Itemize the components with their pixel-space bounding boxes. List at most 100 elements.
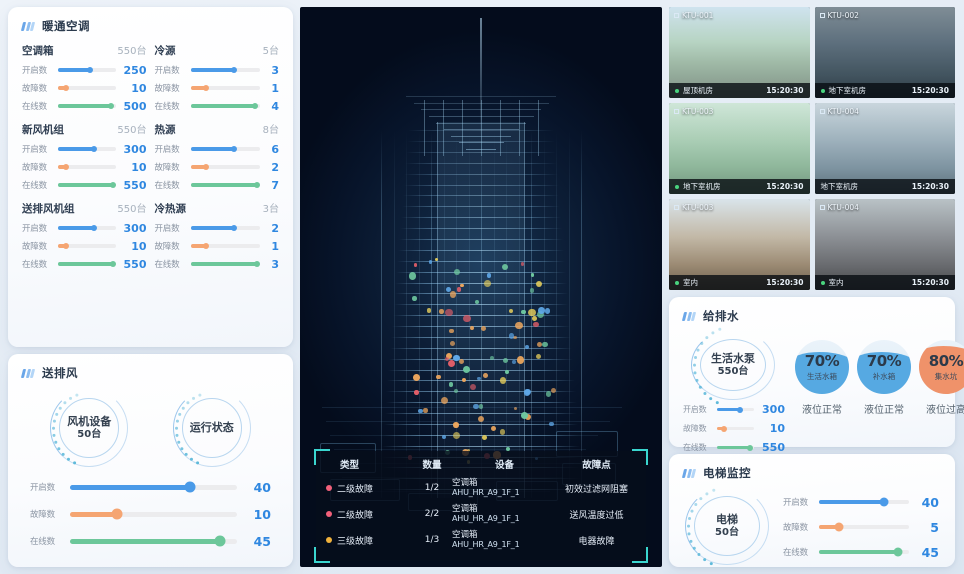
hvac-group-total: 550台 — [117, 121, 146, 136]
sensor-dot — [445, 357, 449, 361]
metric-slider-knob[interactable] — [185, 482, 196, 493]
metric-label: 在线数 — [155, 100, 186, 112]
metric-slider[interactable] — [819, 525, 909, 530]
metric-slider-knob[interactable] — [254, 261, 260, 267]
metric-slider-fill — [191, 147, 234, 151]
metric-value: 300 — [121, 143, 147, 156]
metric-slider[interactable] — [58, 86, 116, 90]
metric-slider[interactable] — [717, 408, 754, 412]
metric-slider-knob[interactable] — [108, 103, 114, 109]
metric-slider-knob[interactable] — [203, 164, 209, 170]
metric-slider-knob[interactable] — [110, 182, 116, 188]
building-3d-scene[interactable]: 类型 数量 设备 故障点 二级故障 1/2 空调箱 AHU_HR_A9_1F_1 初效… — [300, 7, 662, 567]
metric-slider-knob[interactable] — [747, 445, 753, 451]
metric-slider-knob[interactable] — [110, 261, 116, 267]
metric-slider[interactable] — [70, 512, 237, 517]
metric-slider[interactable] — [717, 446, 754, 450]
metric-slider-knob[interactable] — [737, 407, 743, 413]
metric-slider[interactable] — [191, 262, 261, 266]
camera-location: 屋顶机房 — [683, 85, 713, 96]
metric-slider[interactable] — [191, 183, 261, 187]
metric-slider-knob[interactable] — [87, 67, 93, 73]
metric-row: 开启数 250 — [22, 61, 147, 79]
fan-dial1-line1: 风机设备 — [67, 415, 111, 429]
metric-slider[interactable] — [191, 147, 261, 151]
alarm-row[interactable]: 二级故障 1/2 空调箱 AHU_HR_A9_1F_1 初效过滤网阻塞 — [316, 475, 646, 501]
metric-slider[interactable] — [70, 485, 237, 490]
metric-slider-knob[interactable] — [91, 225, 97, 231]
metric-slider[interactable] — [70, 539, 237, 544]
hvac-group-head: 新风机组 550台 — [22, 121, 147, 137]
metric-slider[interactable] — [191, 86, 261, 90]
elevator-dial-text: 电梯 50台 — [685, 487, 769, 565]
metric-value: 1 — [265, 240, 279, 253]
metric-value: 45 — [247, 534, 271, 549]
hvac-panel: 暖通空调 空调箱 550台 开启数 250 故障数 10 在线数 — [8, 7, 293, 347]
metric-row: 在线数 550 — [22, 255, 147, 273]
camera-location: 地下室机房 — [683, 181, 721, 192]
elevator-dial-line1: 电梯 — [716, 513, 738, 527]
metric-row: 开启数 300 — [683, 402, 785, 417]
metric-slider-fill — [819, 500, 884, 505]
metric-slider[interactable] — [819, 500, 909, 505]
camera-timestamp: 15:20:30 — [912, 278, 949, 287]
metric-slider[interactable] — [191, 104, 261, 108]
hvac-group-total: 3台 — [263, 200, 279, 215]
metric-slider-knob[interactable] — [203, 243, 209, 249]
metric-slider[interactable] — [191, 244, 261, 248]
metric-slider-knob[interactable] — [254, 182, 260, 188]
metric-slider-knob[interactable] — [63, 243, 69, 249]
camera-tile[interactable]: KTU-004 室内 15:20:30 — [815, 199, 956, 290]
corner-bracket-icon — [314, 449, 330, 465]
metric-slider[interactable] — [191, 68, 261, 72]
metric-slider-knob[interactable] — [231, 146, 237, 152]
metric-slider[interactable] — [58, 244, 116, 248]
metric-slider-knob[interactable] — [894, 548, 903, 557]
metric-slider[interactable] — [58, 226, 116, 230]
alarm-row[interactable]: 二级故障 2/2 空调箱 AHU_HR_A9_1F_1 送风温度过低 — [316, 501, 646, 527]
metric-slider[interactable] — [58, 147, 116, 151]
dashboard-root: 暖通空调 空调箱 550台 开启数 250 故障数 10 在线数 — [0, 0, 964, 574]
metric-slider-knob[interactable] — [721, 426, 727, 432]
camera-tile[interactable]: KTU-004 地下室机房 15:20:30 — [815, 103, 956, 194]
metric-slider[interactable] — [58, 183, 116, 187]
metric-slider-knob[interactable] — [91, 146, 97, 152]
camera-tile[interactable]: KTU-003 地下室机房 15:20:30 — [669, 103, 810, 194]
metric-label: 故障数 — [22, 240, 53, 252]
metric-slider-knob[interactable] — [203, 85, 209, 91]
metric-slider[interactable] — [58, 68, 116, 72]
metric-slider[interactable] — [58, 165, 116, 169]
metric-slider[interactable] — [191, 165, 261, 169]
sensor-dot — [450, 341, 455, 346]
camera-icon — [820, 205, 825, 210]
alarm-row[interactable]: 三级故障 1/3 空调箱 AHU_HR_A9_1F_1 电器故障 — [316, 527, 646, 553]
camera-tile[interactable]: KTU-003 室内 15:20:30 — [669, 199, 810, 290]
metric-slider-knob[interactable] — [879, 498, 888, 507]
metric-slider-knob[interactable] — [111, 509, 122, 520]
metric-slider[interactable] — [191, 226, 261, 230]
water-gauge-circle: 70% 补水箱 — [857, 340, 911, 394]
online-status-icon — [675, 281, 679, 285]
camera-timestamp: 15:20:30 — [912, 86, 949, 95]
metric-slider[interactable] — [717, 427, 754, 431]
metric-slider-knob[interactable] — [231, 225, 237, 231]
camera-tile[interactable]: KTU-001 屋顶机房 15:20:30 — [669, 7, 810, 98]
metric-slider-knob[interactable] — [252, 103, 258, 109]
metric-slider-knob[interactable] — [834, 523, 843, 532]
metric-slider-knob[interactable] — [63, 164, 69, 170]
alarm-table-body: 二级故障 1/2 空调箱 AHU_HR_A9_1F_1 初效过滤网阻塞 二级故障… — [316, 475, 646, 553]
metric-slider[interactable] — [819, 550, 909, 555]
camera-tile[interactable]: KTU-002 地下室机房 15:20:30 — [815, 7, 956, 98]
metric-slider-knob[interactable] — [231, 67, 237, 73]
sensor-dot — [503, 358, 508, 363]
metric-label: 开启数 — [155, 222, 186, 234]
alarm-type: 三级故障 — [326, 534, 412, 547]
metric-slider[interactable] — [58, 104, 116, 108]
metric-slider-knob[interactable] — [215, 536, 226, 547]
metric-slider-knob[interactable] — [63, 85, 69, 91]
camera-code: KTU-004 — [820, 107, 859, 116]
metric-slider[interactable] — [58, 262, 116, 266]
alarm-quantity: 2/2 — [412, 509, 452, 519]
title-bars-icon — [683, 312, 695, 321]
metric-row: 开启数 2 — [155, 219, 280, 237]
